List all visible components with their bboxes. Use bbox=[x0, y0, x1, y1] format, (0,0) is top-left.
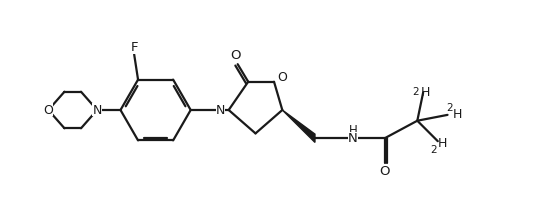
Text: H: H bbox=[421, 86, 430, 99]
Text: 2: 2 bbox=[430, 145, 437, 155]
Text: F: F bbox=[130, 41, 138, 54]
Text: N: N bbox=[216, 103, 225, 117]
Text: N: N bbox=[92, 103, 102, 117]
Text: O: O bbox=[277, 71, 287, 84]
Text: H: H bbox=[438, 137, 447, 150]
Text: O: O bbox=[230, 49, 240, 62]
Text: 2: 2 bbox=[447, 103, 453, 113]
Text: 2: 2 bbox=[412, 88, 419, 97]
Text: H: H bbox=[349, 124, 358, 137]
Text: O: O bbox=[379, 165, 390, 178]
Text: H: H bbox=[453, 108, 462, 121]
Text: O: O bbox=[43, 103, 53, 117]
Text: N: N bbox=[348, 132, 358, 145]
Polygon shape bbox=[282, 110, 315, 142]
